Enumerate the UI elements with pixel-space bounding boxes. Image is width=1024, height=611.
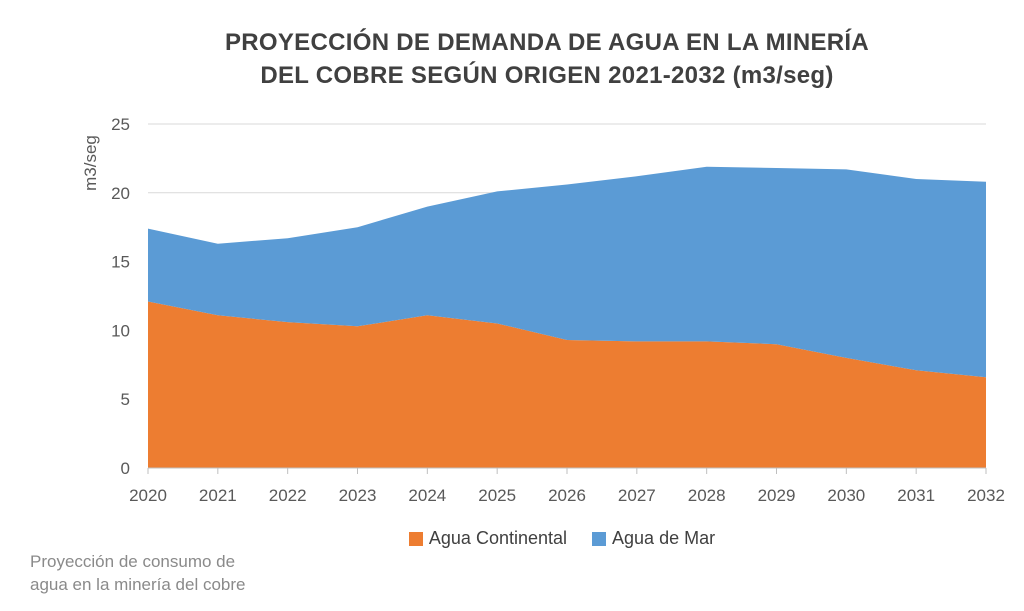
chart-title-line-2: DEL COBRE SEGÚN ORIGEN 2021-2032 (m3/seg…: [260, 62, 834, 89]
x-tick-label: 2031: [897, 486, 935, 505]
legend-item-continental: Agua Continental: [408, 528, 568, 549]
legend-swatch-mar: [592, 531, 607, 546]
y-tick-label: 20: [111, 184, 130, 203]
x-tick-label: 2026: [548, 486, 586, 505]
legend: Agua Continental Agua de Mar: [0, 528, 1024, 551]
area-agua-continental: [148, 301, 986, 468]
x-tick-label: 2025: [478, 486, 516, 505]
area-series: [148, 166, 986, 468]
x-tick-label: 2028: [688, 486, 726, 505]
x-axis-ticks: 2020 2021 2022 2023 2024 2025 2026 2027 2028 2029…: [129, 467, 1005, 505]
legend-swatch-continental: [408, 531, 423, 546]
x-tick-label: 2020: [129, 486, 167, 505]
chart-title-line-1: PROYECCIÓN DE DEMANDA DE AGUA EN LA MINE…: [224, 29, 870, 56]
y-axis-label: m3/seg: [81, 135, 100, 191]
caption-line-1: Proyección de consumo de: [30, 552, 236, 571]
x-tick-label: 2032: [967, 486, 1005, 505]
y-tick-label: 15: [111, 253, 130, 272]
x-tick-label: 2030: [827, 486, 865, 505]
x-tick-label: 2029: [758, 486, 796, 505]
x-tick-label: 2021: [199, 486, 237, 505]
caption: Proyección de consumo de agua en la mine…: [30, 550, 245, 596]
caption-line-2: agua en la minería del cobre: [30, 575, 246, 594]
legend-label-mar: Agua de Mar: [612, 528, 716, 548]
y-tick-label: 0: [121, 459, 130, 478]
y-tick-label: 25: [111, 115, 130, 134]
y-axis-ticks: 0 5 10 15 20 25: [111, 115, 130, 478]
area-agua-de-mar: [148, 166, 986, 378]
y-tick-label: 5: [121, 390, 130, 409]
x-tick-label: 2027: [618, 486, 656, 505]
chart-title: PROYECCIÓN DE DEMANDA DE AGUA EN LA MINE…: [0, 26, 1024, 92]
legend-item-mar: Agua de Mar: [592, 528, 715, 549]
y-tick-label: 10: [111, 321, 130, 340]
x-tick-label: 2022: [269, 486, 307, 505]
x-tick-label: 2023: [339, 486, 377, 505]
legend-label-continental: Agua Continental: [428, 528, 568, 548]
x-tick-label: 2024: [408, 486, 446, 505]
